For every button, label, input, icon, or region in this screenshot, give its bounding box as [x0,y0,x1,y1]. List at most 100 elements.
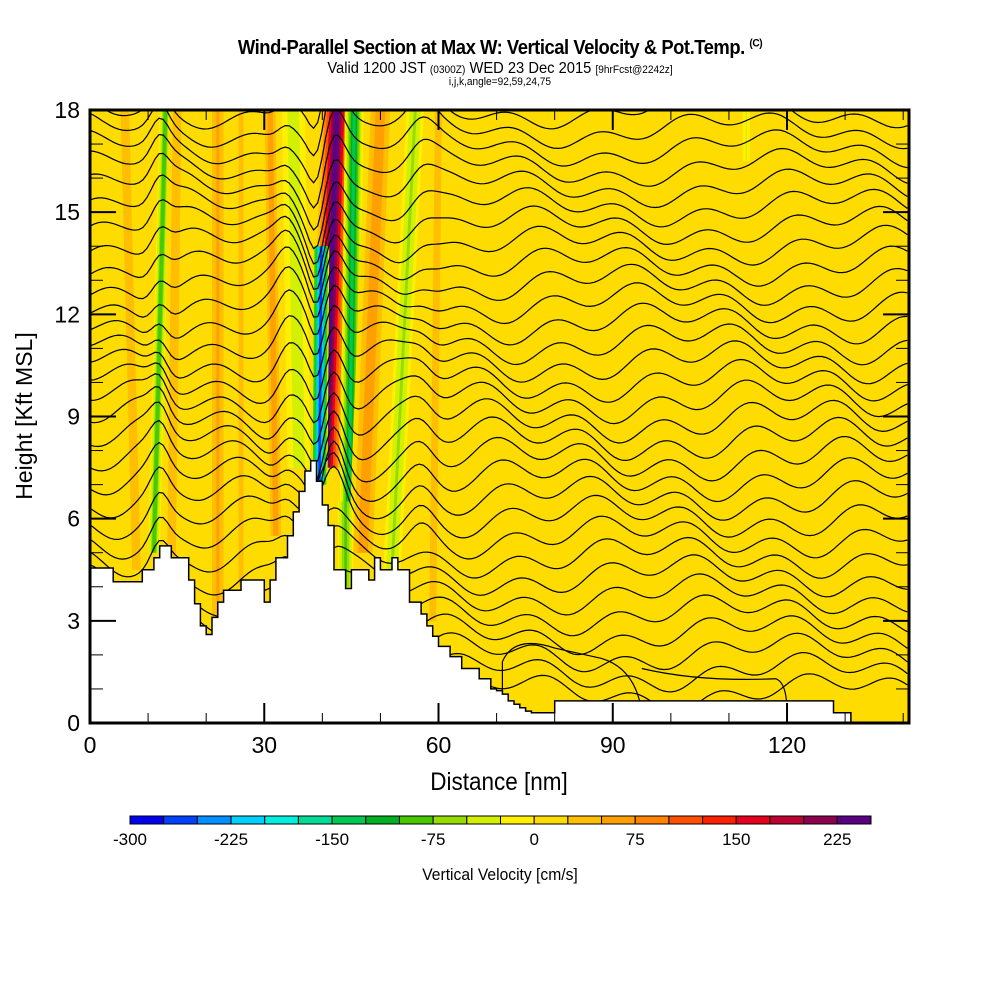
y-tick-label: 6 [67,506,80,532]
w-band [169,110,179,570]
theta-contour-line [90,386,908,446]
theta-contour-line [90,110,908,184]
theta-contour-line [90,284,908,346]
w-band [697,110,732,713]
w-band [122,110,139,570]
field-stripe [752,110,777,723]
theta-contour-line [104,110,908,130]
colorbar-segment [836,815,872,825]
x-tick-label: 90 [600,732,626,758]
w-feature [261,110,285,536]
theta-contour-line [90,371,908,425]
theta-contour-line [90,401,908,465]
colorbar-tick-labels: -300 -225 -150 -75 0 75 150 225 [113,830,852,849]
theta-contour-line [90,152,908,231]
colorbar-segment [803,815,838,825]
w-band [344,501,347,587]
title-text: Wind-Parallel Section at Max W: Vertical… [237,37,745,59]
copyright-mark: (C) [749,37,763,50]
colorbar-segment [365,815,400,825]
colorbar-segment [196,815,232,825]
colorbar-segment [601,815,636,825]
colorbar-tick-label: 75 [626,830,645,849]
y-tick-label: 3 [67,608,80,634]
x-tick-label: 0 [84,732,97,758]
field-stripe [508,110,533,723]
w-feature [338,501,354,587]
w-band [745,110,747,162]
colorbar-tick-label: 0 [529,830,538,849]
w-feature [742,110,750,162]
theta-contour-line [90,110,908,157]
colorbar-segment [432,815,468,825]
colorbar-segment [398,815,434,825]
w-feature [461,110,497,672]
x-tick-labels: 0 30 60 90 120 [84,732,807,758]
theta-contour-line [641,667,788,713]
forecast-info: [9hrFcst@2242z] [595,64,673,76]
theta-contour-line [90,465,908,541]
w-feature [233,110,249,587]
chart-subtitle: Valid 1200 JST (0300Z) WED 23 Dec 2015 [… [40,60,960,78]
colorbar-segment [533,815,569,825]
y-tick-label: 0 [67,710,80,736]
x-tick-label: 30 [251,732,277,758]
theta-contour-line [90,133,908,209]
theta-contour-line [90,525,908,579]
theta-contour-line [90,326,908,385]
w-band [346,110,356,553]
field-stripe [833,110,859,723]
colorbar-segment [668,815,704,825]
valid-date: WED 23 Dec 2015 [469,60,592,77]
field-stripe [670,110,696,723]
colorbar-segment [702,815,737,825]
w-feature [879,110,904,713]
terrain-profile [90,460,852,723]
theta-contour-line [90,215,908,278]
theta-contour-line [90,37,907,109]
colorbar-segment [634,815,670,825]
chart-title: Wind-Parallel Section at Max W: Vertical… [40,37,960,60]
w-feature [609,110,634,713]
colorbar-segment [264,815,299,825]
axis-ticks [89,109,909,724]
colorbar [129,815,872,825]
colorbar-segment [567,815,603,825]
colorbar-tick-label: -225 [214,830,248,849]
colorbar-tick-label: 225 [823,830,851,849]
colorbar-segment [230,815,266,825]
w-feature [112,110,150,570]
w-feature [787,110,828,713]
y-tick-label: 9 [67,404,80,430]
colorbar-segment [129,815,165,825]
theta-contour-line [90,174,908,250]
colorbar-segment [331,815,367,825]
w-feature [537,110,567,713]
theta-contour-line [90,246,908,306]
y-tick-label: 18 [54,97,80,123]
colorbar-segment [769,815,805,825]
w-feature [383,110,424,570]
theta-contour-line [90,440,908,503]
w-band [796,110,818,713]
valid-utc: (0300Z) [429,64,466,76]
colorbar-segment [735,815,771,825]
w-band [239,110,243,587]
theta-contour-line [90,304,908,366]
w-band [152,110,167,553]
theta-contour-line [90,419,908,484]
theta-contour-line [90,229,908,290]
colorbar-segment [500,815,535,825]
y-tick-label: 12 [54,301,80,327]
w-band [546,110,557,713]
w-feature [148,110,172,553]
w-feature [425,110,446,621]
y-axis-label: Height [Kft MSL] [11,332,37,499]
x-tick-label: 120 [768,732,806,758]
theta-contours [90,37,908,714]
colorbar-segment [297,815,333,825]
w-band [390,110,417,570]
y-tick-label: 15 [54,199,80,225]
w-band [268,110,278,536]
